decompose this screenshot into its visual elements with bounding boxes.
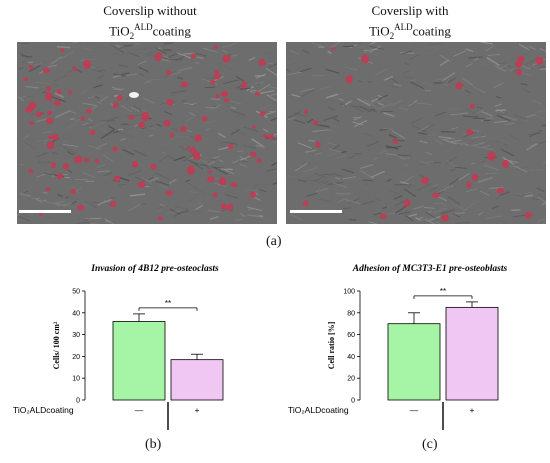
bar [445,306,499,401]
category-label: + [195,405,200,415]
panel-label-c: (c) [422,437,438,452]
y-tick-label: 20 [72,354,80,361]
y-axis-label: Cells/ 100 cm² [52,321,61,369]
significance-label: ** [440,287,446,296]
bar [387,323,441,401]
significance-label: ** [165,299,171,308]
y-tick-label: 40 [72,310,80,317]
y-tick-label: 20 [347,376,355,383]
y-tick-label: 60 [347,332,355,339]
y-axis-label: Cell ratio [%] [327,321,336,369]
chart-invasion: Invasion of 4B12 pre-osteoclasts 0 10 20 30 4… [13,264,224,430]
right-caption-line2: TiO2ALDcoating [369,22,451,41]
bar [112,321,166,401]
panel-label-a: (a) [266,234,282,249]
right-image-caption: Coverslip with TiO2ALDcoating [330,3,490,44]
micrograph-without-coating [17,42,277,224]
left-caption-line1: Coverslip without [103,3,197,18]
bar [170,359,224,401]
y-tick-label: 80 [347,310,355,317]
right-caption-line1: Coverslip with [371,3,449,18]
y-tick-label: 30 [72,332,80,339]
y-tick-label: 100 [343,289,355,296]
y-tick-label: 10 [72,376,80,383]
y-tick-label: 0 [76,398,80,405]
y-tick-label: 0 [351,398,355,405]
category-label: — [135,405,144,415]
chart-title: Adhesion of MC3T3-E1 pre-osteoblasts [352,264,508,274]
condition-label: TiO₂ALDcoating [288,405,349,415]
y-tick-label: 50 [72,289,80,296]
condition-label: TiO₂ALDcoating [13,405,74,415]
left-caption-line2: TiO2ALDcoating [109,22,191,41]
chart-title: Invasion of 4B12 pre-osteoclasts [90,264,219,274]
chart-adhesion: Adhesion of MC3T3-E1 pre-osteoblasts 0 20 4… [288,264,508,430]
panel-label-b: (b) [145,437,162,452]
left-image-caption: Coverslip without TiO2ALDcoating [70,3,230,44]
y-tick-label: 40 [347,354,355,361]
micrograph-with-coating [286,42,546,224]
category-label: + [470,405,475,415]
category-label: — [410,405,419,415]
